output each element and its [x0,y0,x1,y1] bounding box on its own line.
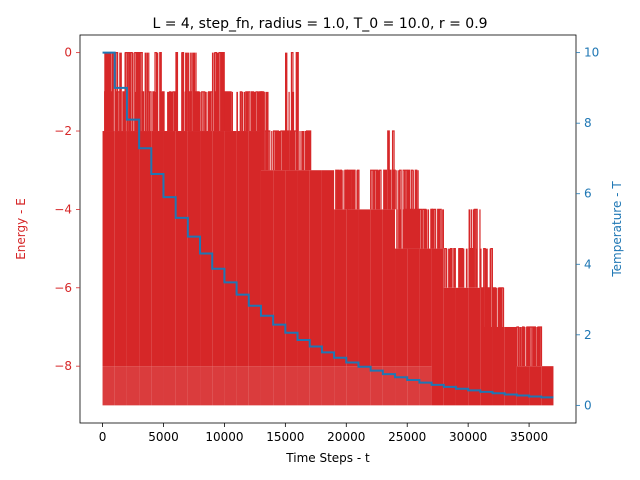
energy-block [419,208,433,406]
energy-block [370,169,383,406]
energy-block [248,91,263,406]
energy-block [224,91,237,406]
x-tick-label: 10000 [205,430,243,444]
energy-block [346,169,360,406]
energy-block [541,366,554,406]
y-left-tick-label: −4 [54,202,72,216]
energy-block [285,52,299,406]
energy-block [406,169,420,406]
energy-block [199,91,213,406]
energy-block [175,52,188,406]
x-axis-label: Time Steps - t [285,451,370,465]
y-left-tick-label: −8 [54,359,72,373]
x-tick-label: 30000 [449,430,487,444]
y-left-tick-label: −2 [54,124,72,138]
energy-block [334,169,348,406]
y-left-tick-label: 0 [64,46,72,60]
energy-block [492,287,505,406]
energy-block [309,170,322,406]
energy-block [126,52,141,406]
energy-block [382,130,396,406]
energy-block [114,52,128,406]
y-axis-label-left: Energy - E [14,198,28,260]
energy-block [151,52,165,406]
energy-block [431,208,444,406]
temperature-line [102,51,554,399]
energy-block [455,248,469,406]
x-tick-label: 0 [99,430,107,444]
x-tick-label: 35000 [510,430,548,444]
x-tick-label: 25000 [388,430,426,444]
energy-block [480,248,493,406]
y-left-tick-label: −6 [54,281,72,295]
y-right-tick-label: 8 [584,116,592,130]
plot-frame [79,34,577,424]
y-axis-right: 0 2 4 6 8 10 [576,46,599,412]
energy-block [163,91,177,406]
x-tick-label: 20000 [327,430,365,444]
x-tick-label: 5000 [148,430,179,444]
chart-title: L = 4, step_fn, radius = 1.0, T_0 = 10.0… [152,16,487,32]
energy-block [468,208,481,406]
energy-block [272,130,286,406]
energy-block [297,130,312,406]
energy-block [443,248,456,406]
x-axis: 0 5000 10000 15000 20000 25000 30000 35000 [99,423,548,444]
y-axis-left: 0 −2 −4 −6 −8 [54,46,80,373]
y-axis-label-right: Temperature - T [610,181,624,278]
energy-block [321,170,335,406]
energy-block [211,52,225,406]
energy-block [102,52,115,406]
y-right-tick-label: 0 [584,398,592,412]
energy-block [236,91,251,406]
energy-block [528,326,543,406]
energy-block [138,52,152,406]
plot-area [102,51,554,406]
y-right-tick-label: 6 [584,187,592,201]
y-right-tick-label: 2 [584,328,592,342]
energy-block [358,209,371,406]
energy-block [187,52,201,406]
x-tick-label: 15000 [266,430,304,444]
energy-block [395,169,410,406]
energy-block [516,326,530,406]
energy-block [504,326,517,406]
y-right-tick-label: 4 [584,257,592,271]
energy-block [260,91,274,406]
y-right-tick-label: 10 [584,46,599,60]
